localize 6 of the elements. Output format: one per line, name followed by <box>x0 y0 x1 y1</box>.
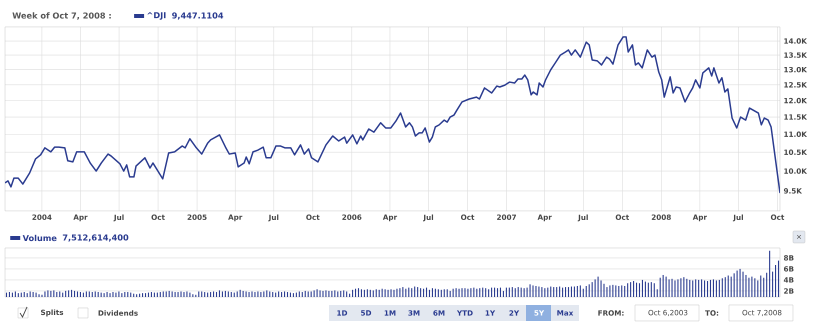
legend-label: ^DJI <box>147 12 166 20</box>
chart-title: Week of Oct 7, 2008 : <box>12 12 111 20</box>
text: 7,512,614,400 <box>62 234 128 242</box>
text: 9,447.1104 <box>172 12 224 20</box>
legend-label: Volume <box>22 234 57 242</box>
line-series <box>5 36 780 194</box>
